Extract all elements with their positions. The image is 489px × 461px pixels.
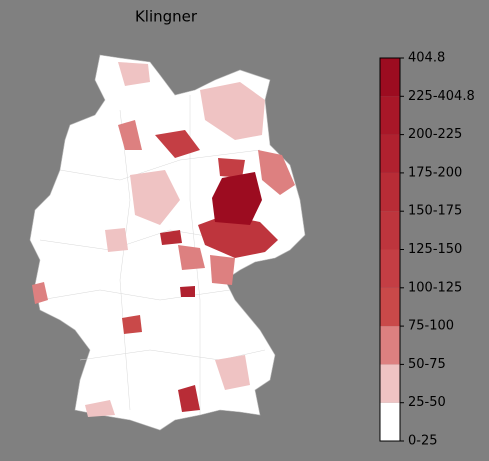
colorbar-segment bbox=[380, 249, 400, 288]
colorbar-segment bbox=[380, 172, 400, 212]
colorbar-segment bbox=[380, 364, 400, 403]
region-dark bbox=[155, 130, 200, 158]
colorbar-label: 404.8 bbox=[408, 51, 445, 66]
region-dark bbox=[180, 286, 195, 297]
map-title: Klingner bbox=[135, 8, 198, 26]
colorbar-label: 0-25 bbox=[408, 434, 438, 449]
district-lines bbox=[39, 95, 266, 415]
colorbar-segment bbox=[380, 58, 400, 97]
region-darkest bbox=[212, 172, 262, 225]
colorbar-segment bbox=[380, 287, 400, 327]
colorbar-segment bbox=[380, 96, 400, 135]
colorbar-label: 25-50 bbox=[408, 395, 446, 410]
region-dark bbox=[178, 385, 200, 412]
colorbar-label: 200-225 bbox=[408, 127, 462, 142]
region-light bbox=[130, 170, 180, 225]
region-light bbox=[215, 355, 250, 390]
region-dark bbox=[198, 215, 278, 258]
colorbar-segment bbox=[380, 326, 400, 365]
region-mid bbox=[258, 150, 295, 195]
region-light bbox=[105, 228, 128, 252]
colorbar-label: 50-75 bbox=[408, 357, 446, 372]
colorbar-label: 150-175 bbox=[408, 204, 462, 219]
colorbar-label: 175-200 bbox=[408, 165, 462, 180]
region-light bbox=[85, 400, 115, 417]
region-mid bbox=[210, 255, 235, 285]
colorbar-label: 125-150 bbox=[408, 242, 462, 257]
colorbar: 0-25 25-50 50-75 75-100 100-125 125-150 150-17… bbox=[379, 51, 475, 449]
colorbar-segment bbox=[380, 134, 400, 173]
region-dark bbox=[218, 158, 245, 178]
colorbar-segment bbox=[380, 211, 400, 250]
colorbar-label: 225-404.8 bbox=[408, 89, 475, 104]
colorbar-label: 75-100 bbox=[408, 319, 454, 334]
region-mid bbox=[118, 120, 142, 150]
region-mid bbox=[32, 282, 48, 304]
germany-map bbox=[29, 54, 306, 431]
region-light bbox=[118, 62, 150, 86]
region-light bbox=[200, 82, 265, 140]
region-dark bbox=[122, 315, 142, 334]
colorbar-label: 100-125 bbox=[408, 280, 462, 295]
colorbar-segment bbox=[380, 402, 400, 441]
region-dark bbox=[160, 230, 182, 245]
region-mid bbox=[178, 245, 205, 270]
